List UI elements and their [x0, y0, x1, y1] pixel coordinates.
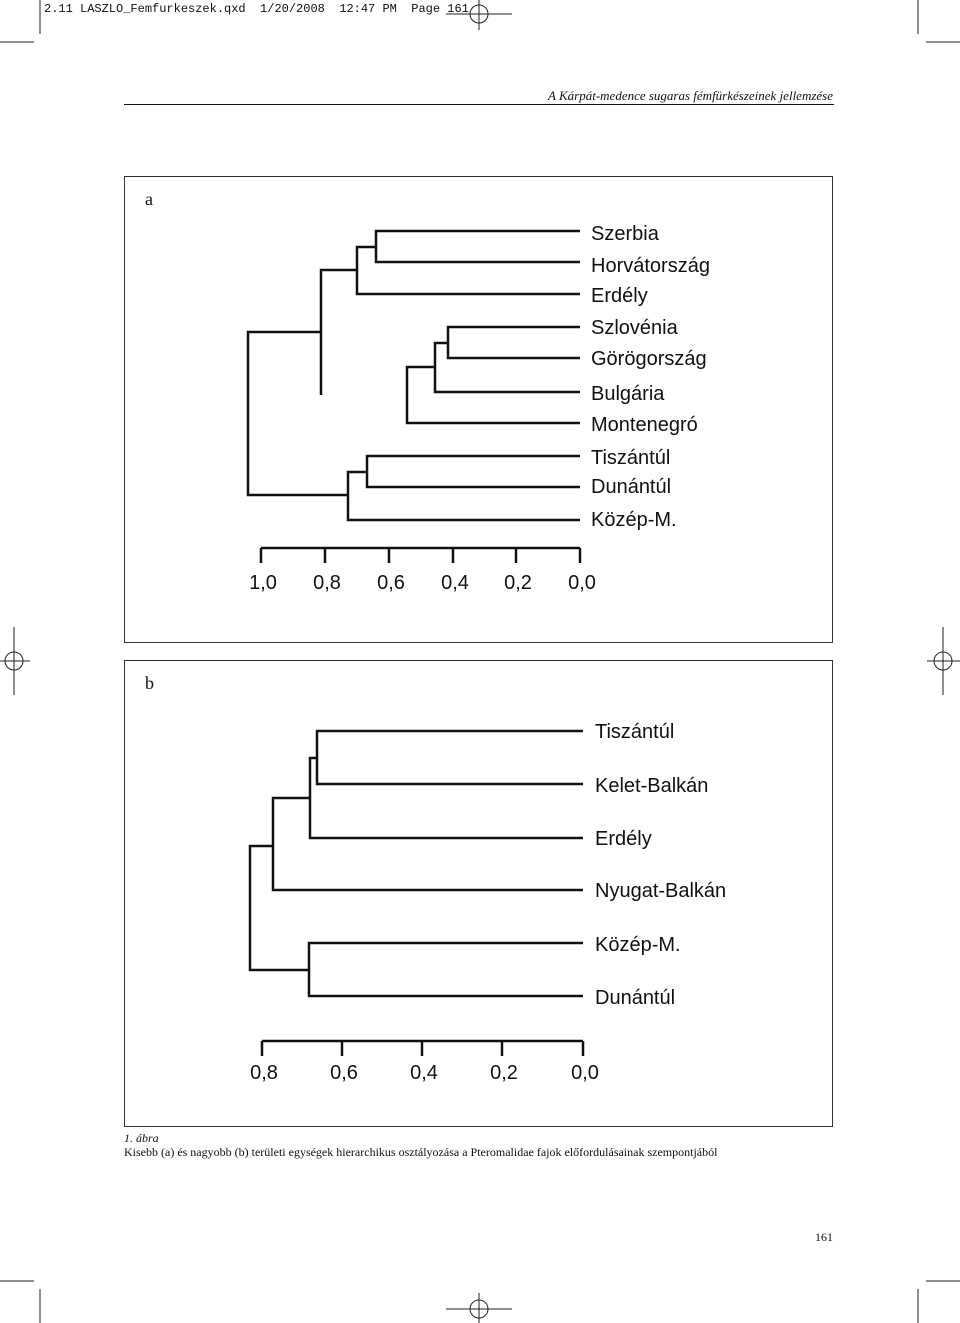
axis-tick-label: 0,2 [504, 572, 532, 594]
leaf-label: Kelet-Balkán [595, 775, 708, 797]
leaf-label: Szlovénia [591, 317, 679, 339]
caption-title: 1. ábra [124, 1131, 159, 1145]
leaf-label: Közép-M. [591, 509, 677, 531]
branch-a-2 [355, 245, 580, 296]
figure-caption: 1. ábra Kisebb (a) és nagyobb (b) terüle… [124, 1131, 864, 1159]
branch-a-4 [433, 341, 580, 394]
axis-tick-label: 1,0 [249, 572, 277, 594]
leaf-label: Nyugat-Balkán [595, 880, 726, 902]
branch-b-1 [315, 729, 583, 786]
leaf-label: Közép-M. [595, 934, 681, 956]
branch-a-8 [319, 268, 357, 395]
branch-b-4 [307, 941, 583, 998]
axis-tick-label: 0,0 [568, 572, 596, 594]
panel-b-letter: b [145, 673, 154, 693]
branch-a-1 [374, 229, 580, 264]
axis-tick-label: 0,8 [250, 1062, 278, 1084]
leaf-label: Dunántúl [595, 987, 675, 1009]
branch-a-9 [246, 330, 348, 497]
branch-b-2 [308, 756, 583, 840]
branch-a-3 [446, 325, 580, 360]
leaf-label: Tiszántúl [591, 447, 670, 469]
axis-tick-label: 0,8 [313, 572, 341, 594]
leaf-label: Szerbia [591, 223, 660, 245]
dendrogram-a: Szerbia Horvátország Erdély Szlovénia Gö… [246, 223, 710, 594]
branch-b-3 [271, 796, 583, 892]
leaf-label: Görögország [591, 348, 707, 370]
axis-tick-label: 0,2 [490, 1062, 518, 1084]
leaf-label: Erdély [595, 828, 652, 850]
dendrogram-panel-a: a Szerbia Horvátország Erdély Szlovénia … [124, 176, 833, 643]
axis-tick-label: 0,6 [330, 1062, 358, 1084]
axis-tick-label: 0,0 [571, 1062, 599, 1084]
caption-text: Kisebb (a) és nagyobb (b) területi egysé… [124, 1145, 718, 1159]
branch-a-6 [365, 454, 580, 489]
header-rule [124, 104, 834, 105]
leaf-label: Dunántúl [591, 476, 671, 498]
dendrogram-b: Tiszántúl Kelet-Balkán Erdély Nyugat-Bal… [248, 721, 726, 1084]
axis-tick-label: 0,4 [441, 572, 469, 594]
branch-a-7 [346, 470, 580, 522]
branch-b-5 [248, 844, 309, 972]
branch-a-5 [405, 365, 580, 425]
leaf-label: Montenegró [591, 414, 698, 436]
leaf-label: Tiszántúl [595, 721, 674, 743]
print-slug: 2.11 LASZLO_Femfurkeszek.qxd 1/20/2008 1… [44, 2, 469, 16]
dendrogram-panel-b: b Tiszántúl Kelet-Balkán Erdély Nyugat-B… [124, 660, 833, 1127]
leaf-label: Bulgária [591, 383, 665, 405]
running-head: A Kárpát-medence sugaras fémfürkészeinek… [548, 88, 833, 103]
leaf-label: Horvátország [591, 255, 710, 277]
axis-a-tick-marks [259, 548, 582, 563]
page-number: 161 [815, 1230, 833, 1244]
axis-tick-label: 0,6 [377, 572, 405, 594]
leaf-label: Erdély [591, 285, 648, 307]
panel-a-letter: a [145, 189, 153, 209]
axis-tick-label: 0,4 [410, 1062, 438, 1084]
axis-b-tick-marks [260, 1041, 585, 1056]
